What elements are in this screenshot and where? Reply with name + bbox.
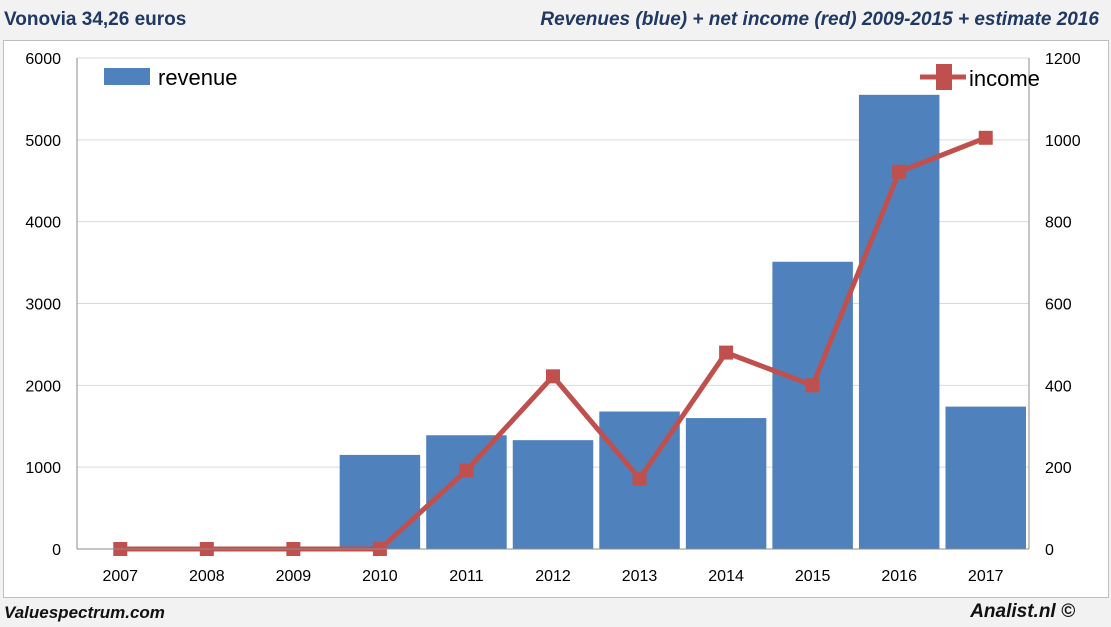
income-point [632,471,647,486]
axes: 0 0 1000 200 2000 400 3000 600 4000 800 5000 1000 60… [25,51,1080,585]
x-tick-label: 2008 [189,568,225,585]
y-left-tick-label: 1000 [25,460,61,477]
y-left-tick-label: 6000 [25,51,61,68]
chart-title-left: Vonovia 34,26 euros [4,9,187,30]
y-right-tick-label: 400 [1045,378,1072,395]
revenue-bar [772,261,853,549]
revenue-bar [685,418,767,549]
y-left-tick-label: 2000 [25,378,61,395]
y-left-tick-label: 5000 [25,133,61,150]
y-left-tick-label: 0 [52,542,61,559]
x-tick-label: 2013 [622,568,658,585]
revenue-bar [339,454,421,549]
income-point [719,345,734,360]
legend-income-marker [936,64,952,90]
y-right-tick-label: 600 [1045,297,1072,314]
income-point [546,369,560,384]
legend: revenue income [104,64,1040,91]
x-tick-label: 2011 [449,568,484,585]
revenue-bar [512,440,594,549]
x-tick-label: 2015 [795,568,831,585]
y-left-tick-label: 4000 [25,215,61,232]
x-tick-label: 2016 [881,568,917,585]
x-tick-label: 2017 [968,568,1004,585]
legend-income-label: income [969,66,1040,91]
y-right-tick-label: 800 [1045,215,1072,232]
income-point [459,463,474,478]
y-right-tick-label: 200 [1045,460,1072,477]
income-point [805,378,820,393]
income-point [892,164,907,179]
footer-source: Valuespectrum.com [4,603,165,622]
x-tick-label: 2009 [276,568,312,585]
y-left-tick-label: 3000 [25,297,61,314]
revenue-bars [339,94,1026,549]
x-tick-label: 2007 [102,568,138,585]
legend-revenue-label: revenue [158,65,238,90]
x-tick-label: 2012 [535,568,571,585]
revenue-bar [426,435,507,549]
y-right-tick-label: 0 [1045,542,1054,559]
revenue-bar [945,406,1026,549]
x-tick-label: 2010 [362,568,398,585]
y-right-tick-label: 1000 [1045,133,1081,150]
footer-copyright: Analist.nl © [970,601,1075,622]
y-right-tick-label: 1200 [1045,51,1081,68]
legend-revenue-swatch [104,68,150,85]
income-point [978,130,993,145]
chart-title-right: Revenues (blue) + net income (red) 2009-… [540,9,1099,30]
x-tick-label: 2014 [708,568,744,585]
